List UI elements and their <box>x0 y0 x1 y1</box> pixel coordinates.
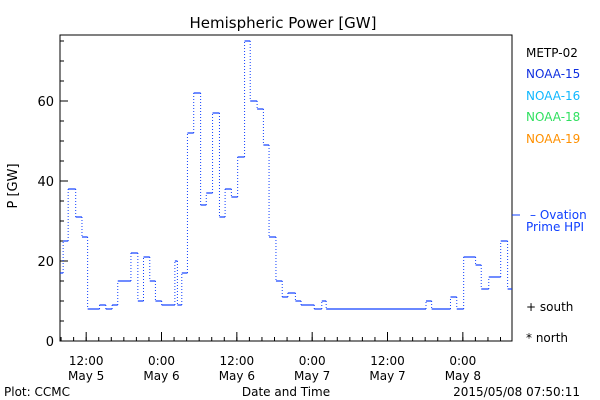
x-tick-time: 0:00 <box>449 354 476 368</box>
plot-credit: Plot: CCMC <box>4 385 70 399</box>
legend-noaa-16: NOAA-16 <box>526 89 580 103</box>
x-tick-date: May 6 <box>143 369 179 383</box>
y-tick-label: 40 <box>37 175 54 190</box>
x-tick-date: May 8 <box>445 369 481 383</box>
x-tick-date: May 5 <box>68 369 104 383</box>
x-tick-time: 0:00 <box>299 354 326 368</box>
x-tick-time: 0:00 <box>148 354 175 368</box>
legend-metp-02: METP-02 <box>526 46 578 60</box>
y-tick-label: 0 <box>46 335 54 350</box>
plot-frame <box>59 34 513 342</box>
x-tick-time: 12:00 <box>370 354 405 368</box>
x-axis-label: Date and Time <box>242 385 330 399</box>
y-tick-label: 20 <box>37 255 54 270</box>
x-tick-date: May 7 <box>369 369 405 383</box>
legend-model-line1: – Ovation <box>530 208 587 222</box>
legend-noaa-18: NOAA-18 <box>526 110 580 124</box>
legend-model-line2: Prime HPI <box>526 220 584 234</box>
x-tick-date: May 6 <box>219 369 255 383</box>
x-tick-time: 12:00 <box>220 354 255 368</box>
x-tick-time: 12:00 <box>69 354 104 368</box>
legend-south: + south <box>526 300 573 314</box>
y-axis-label: P [GW] <box>6 163 21 208</box>
x-tick-date: May 7 <box>294 369 330 383</box>
legend-north: * north <box>526 331 568 345</box>
legend-noaa-15: NOAA-15 <box>526 67 580 81</box>
chart-title: Hemispheric Power [GW] <box>190 14 377 32</box>
y-tick-label: 60 <box>37 95 54 110</box>
legend-noaa-19: NOAA-19 <box>526 132 580 146</box>
plot-timestamp: 2015/05/08 07:50:11 <box>453 385 580 399</box>
